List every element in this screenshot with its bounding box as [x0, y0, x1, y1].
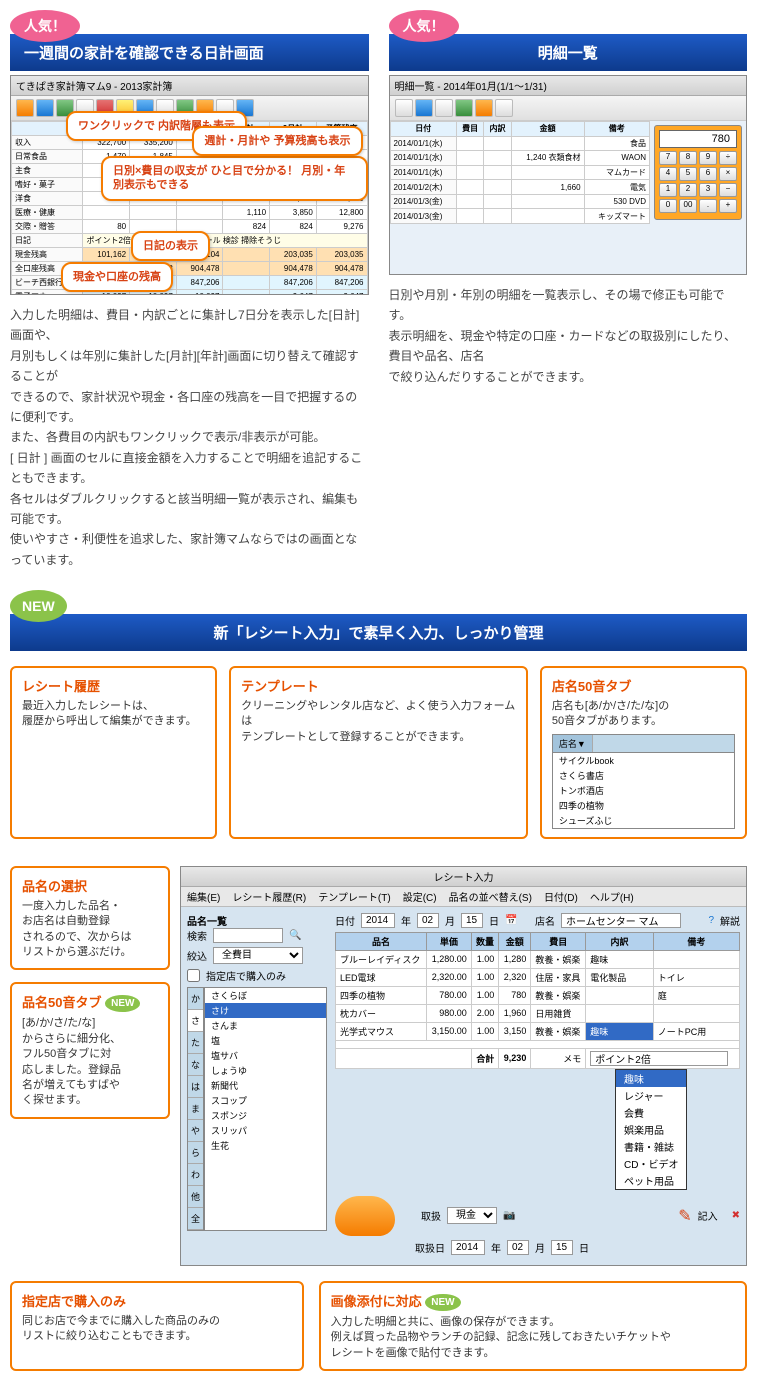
total-value: 9,230 [499, 1048, 531, 1068]
close-icon[interactable]: ✖ [732, 1210, 740, 1221]
feature-select-name: 品名の選択 一度入力した品名・ お店名は自動登録 されるので、次からは リストか… [10, 866, 170, 971]
desc-right: 日別や月別・年別の明細を一覧表示し、その場で修正も可能です。 表示明細を、現金や… [389, 285, 748, 387]
shop-label: 店名 [535, 913, 555, 928]
search-icon[interactable]: 🔍 [289, 930, 301, 941]
name-list-label: 品名一覧 [187, 913, 327, 928]
detail-list-window: 明細一覧 - 2014年01月(1/1～1/31) 日付費目内訳金額備考 201… [389, 75, 748, 275]
record-label: 記入 [698, 1208, 718, 1223]
section-title-left: 一週間の家計を確認できる日計画面 [10, 34, 369, 71]
new-badge-small: NEW [105, 995, 140, 1012]
deal-year-input[interactable] [451, 1240, 485, 1255]
deal-date-label: 取扱日 [415, 1240, 445, 1255]
shop-only-checkbox[interactable] [187, 969, 200, 982]
date-label: 日付 [335, 913, 355, 928]
name-item-list[interactable]: さくらぼ さけ さんま 塩 塩サバ しょうゆ 新聞代 スコップ スポンジ スリッ… [204, 987, 327, 1231]
feature-select-name-desc: 一度入力した品名・ お店名は自動登録 されるので、次からは リストから選ぶだけ。 [22, 899, 158, 961]
menu-sort[interactable]: 品名の並べ替え(S) [449, 889, 532, 904]
feature-template-title: テンプレート [241, 676, 516, 695]
callout-income: 日別×費目の収支が ひと目で分かる！ 月別・年別表示もできる [101, 156, 368, 201]
receipt-items-table[interactable]: 品名 単価 数量 金額 費目 内訳 備考 ブルーレイディスク1,280.001.… [335, 932, 740, 1069]
feature-gojuon-shop-desc: 店名も[あ/か/さ/た/な]の 50音タブがあります。 [552, 699, 735, 730]
table-row[interactable]: ブルーレイディスク1,280.001.001,280教養・娯楽趣味 [336, 950, 740, 968]
feature-history-title: レシート履歴 [22, 676, 205, 695]
menu-history[interactable]: レシート履歴(R) [232, 889, 306, 904]
new-badge-small-2: NEW [425, 1294, 460, 1311]
receipt-input-window: レシート入力 編集(E) レシート履歴(R) テンプレート(T) 設定(C) 品… [180, 866, 747, 1266]
shop-input[interactable] [561, 913, 681, 928]
date-day-input[interactable] [461, 913, 483, 928]
feature-template: テンプレート クリーニングやレンタル店など、よく使う入力フォームは テンプレート… [229, 666, 528, 839]
menu-settings[interactable]: 設定(C) [403, 889, 437, 904]
record-icon[interactable]: ✎ [678, 1206, 691, 1226]
feature-shop-only: 指定店で購入のみ 同じお店で今までに購入した商品のみの リストに絞り込むこともで… [10, 1281, 304, 1371]
table-row[interactable]: 枕カバー980.002.001,960日用雑貨 [336, 1004, 740, 1022]
desc-left: 入力した明細は、費目・内訳ごとに集計し7日分を表示した[日計]画面や、 月別もし… [10, 305, 369, 570]
callout-balance: 現金や口座の残高 [61, 262, 173, 292]
window-title: てきぱき家計簿マム9 - 2013家計簿 [11, 76, 368, 96]
filter-select[interactable]: 全費目 [213, 947, 303, 964]
date-year-input[interactable] [361, 913, 395, 928]
feature-gojuon-name: 品名50音タブ NEW [あ/か/さ/た/な] からさらに細分化、 フル50音タ… [10, 982, 170, 1118]
category-dropdown-list[interactable]: 趣味 レジャー 会費 娯楽用品 書籍・雑誌 CD・ビデオ ペット用品 [615, 1069, 687, 1190]
name-vert-tabs[interactable]: か さ た な は ま や ら わ 他 全 [187, 987, 204, 1231]
feature-gojuon-name-title: 品名50音タブ [22, 995, 101, 1010]
search-input[interactable] [213, 928, 283, 943]
feature-image-title: 画像添付に対応 [331, 1294, 422, 1309]
shop-gojuon-tab-row[interactable]: 店名▼ [552, 734, 735, 753]
feature-gojuon-name-desc: [あ/か/さ/た/な] からさらに細分化、 フル50音タブに対 応しました。登録… [22, 1016, 158, 1108]
menu-help[interactable]: ヘルプ(H) [590, 889, 634, 904]
feature-history-desc: 最近入力したレシートは、 履歴から呼出して編集ができます。 [22, 699, 205, 730]
deal-day-input[interactable] [551, 1240, 573, 1255]
feature-image: 画像添付に対応 NEW 入力した明細と共に、画像の保存ができます。 例えば買った… [319, 1281, 747, 1371]
callout-weekly: 週計・月計や 予算残高も表示 [192, 126, 362, 156]
calendar-icon[interactable]: 📅 [505, 915, 517, 926]
feature-gojuon-shop-title: 店名50音タブ [552, 676, 735, 695]
feature-template-desc: クリーニングやレンタル店など、よく使う入力フォームは テンプレートとして登録する… [241, 699, 516, 745]
help-text: 解説 [720, 913, 740, 928]
pay-label: 取扱 [421, 1208, 441, 1223]
filter-label: 絞込 [187, 948, 207, 963]
feature-gojuon-shop: 店名50音タブ 店名も[あ/か/さ/た/な]の 50音タブがあります。 店名▼ … [540, 666, 747, 839]
date-month-input[interactable] [417, 913, 439, 928]
receipt-menubar[interactable]: 編集(E) レシート履歴(R) テンプレート(T) 設定(C) 品名の並べ替え(… [181, 887, 746, 907]
shop-gojuon-list[interactable]: サイクルbook さくら書店 トンボ酒店 四季の植物 シューズふじ [552, 753, 735, 829]
menu-edit[interactable]: 編集(E) [187, 889, 220, 904]
pay-select[interactable]: 現金 [447, 1207, 497, 1224]
daily-summary-window: てきぱき家計簿マム9 - 2013家計簿 2/14(金)2/15(土)2/16(… [10, 75, 369, 295]
memo-input[interactable] [590, 1051, 727, 1066]
menu-date[interactable]: 日付(D) [544, 889, 578, 904]
table-row[interactable]: LED電球2,320.001.002,320住居・家具電化製品トイレ [336, 968, 740, 986]
detail-grid: 日付費目内訳金額備考 2014/01/1(水)食品 2014/01/1(水)1,… [390, 121, 651, 224]
popular-badge-2: 人気！ [389, 10, 459, 42]
window-toolbar-right [390, 96, 747, 121]
callout-diary: 日記の表示 [131, 231, 210, 261]
menu-template[interactable]: テンプレート(T) [318, 889, 390, 904]
total-label: 合計 [471, 1048, 498, 1068]
feature-select-name-title: 品名の選択 [22, 876, 158, 895]
calc-display: 780 [659, 130, 737, 148]
feature-history: レシート履歴 最近入力したレシートは、 履歴から呼出して編集ができます。 [10, 666, 217, 839]
shop-only-label: 指定店で購入のみ [206, 968, 286, 983]
new-badge: NEW [10, 590, 67, 622]
table-row[interactable]: 光学式マウス3,150.001.003,150教養・娯楽 趣味 ノートPC用 [336, 1022, 740, 1040]
window-title-right: 明細一覧 - 2014年01月(1/1～1/31) [390, 76, 747, 96]
mouse-illustration [335, 1196, 395, 1236]
deal-month-input[interactable] [507, 1240, 529, 1255]
feature-shop-only-title: 指定店で購入のみ [22, 1291, 292, 1310]
memo-label: メモ [531, 1048, 586, 1068]
help-icon[interactable]: ? [708, 915, 714, 926]
feature-image-desc: 入力した明細と共に、画像の保存ができます。 例えば買った品物やランチの記録、記念… [331, 1315, 735, 1361]
feature-shop-only-desc: 同じお店で今までに購入した商品のみの リストに絞り込むこともできます。 [22, 1314, 292, 1345]
calculator-pad[interactable]: 780 789÷ 456× 123− 000.+ [654, 125, 742, 220]
table-row[interactable]: 四季の植物780.001.00780教養・娯楽庭 [336, 986, 740, 1004]
section2-title: 新「レシート入力」で素早く入力、しっかり管理 [10, 614, 747, 651]
search-label: 検索 [187, 928, 207, 943]
popular-badge: 人気！ [10, 10, 80, 42]
receipt-window-title: レシート入力 [181, 867, 746, 887]
camera-icon[interactable]: 📷 [503, 1210, 515, 1221]
